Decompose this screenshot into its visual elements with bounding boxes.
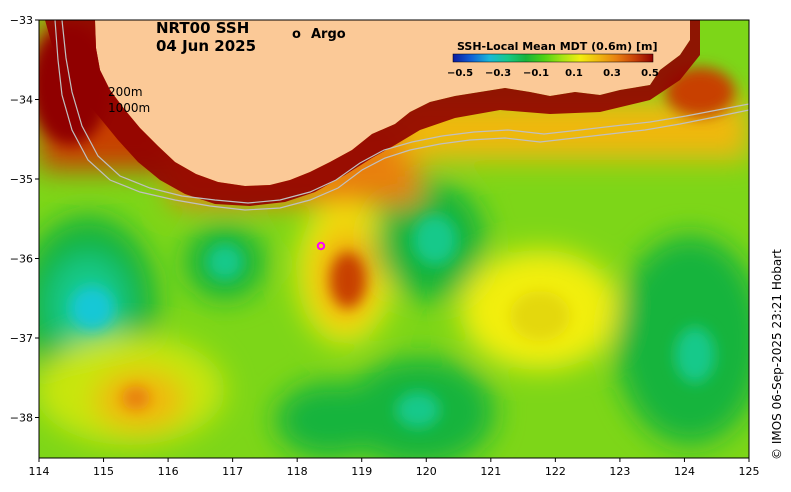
isobath-lines <box>54 20 749 211</box>
colorbar-tick-label: −0.5 <box>447 68 473 79</box>
argo-marker-icon: o <box>292 27 301 42</box>
colorbar-title: SSH-Local Mean MDT (0.6m) [m] <box>457 40 657 53</box>
argo-legend-label: Argo <box>311 27 346 42</box>
x-tick-label: 117 <box>222 465 243 478</box>
x-tick-label: 120 <box>416 465 437 478</box>
y-axis: −33 −34 −35 −36 −37 −38 <box>10 14 39 425</box>
isobath-label-200: 200m <box>108 85 143 99</box>
x-tick-label: 115 <box>93 465 114 478</box>
argo-float-marker <box>316 241 326 251</box>
colorbar-tick-label: 0.3 <box>603 68 621 79</box>
ssh-anomaly-cores <box>39 25 735 428</box>
shelf-band <box>45 20 700 206</box>
x-tick-label: 124 <box>674 465 695 478</box>
x-tick-label: 121 <box>480 465 501 478</box>
x-tick-label: 118 <box>287 465 308 478</box>
y-tick-label: −33 <box>10 14 33 27</box>
colorbar-tick-label: −0.1 <box>523 68 549 79</box>
colorbar-tick-label: −0.3 <box>485 68 511 79</box>
colorbar: SSH-Local Mean MDT (0.6m) [m] −0.5 −0.3 −0… <box>447 40 659 79</box>
x-tick-label: 122 <box>545 465 566 478</box>
colorbar-bar <box>452 53 654 63</box>
x-tick-label: 123 <box>609 465 630 478</box>
x-tick-label: 119 <box>351 465 372 478</box>
y-tick-label: −38 <box>10 412 33 425</box>
plot-frame <box>38 19 750 459</box>
y-tick-label: −37 <box>10 332 33 345</box>
x-tick-label: 125 <box>739 465 760 478</box>
y-tick-label: −36 <box>10 253 33 266</box>
colorbar-ticks: −0.5 −0.3 −0.1 0.1 0.3 0.5 <box>447 68 659 79</box>
imos-credit: © IMOS 06-Sep-2025 23:21 Hobart <box>770 249 784 460</box>
y-tick-label: −35 <box>10 173 33 186</box>
colorbar-tick-label: 0.5 <box>641 68 659 79</box>
x-axis: 114 115 116 117 118 119 120 121 122 123 124 125 <box>29 458 760 478</box>
y-tick-label: −34 <box>10 94 33 107</box>
map-title: NRT00 SSH <box>156 19 249 37</box>
isobath-label-1000: 1000m <box>108 101 150 115</box>
colorbar-tick-label: 0.1 <box>565 68 583 79</box>
x-tick-label: 116 <box>158 465 179 478</box>
map-date: 04 Jun 2025 <box>156 37 256 55</box>
x-tick-label: 114 <box>29 465 50 478</box>
argo-legend: o Argo <box>292 27 346 42</box>
